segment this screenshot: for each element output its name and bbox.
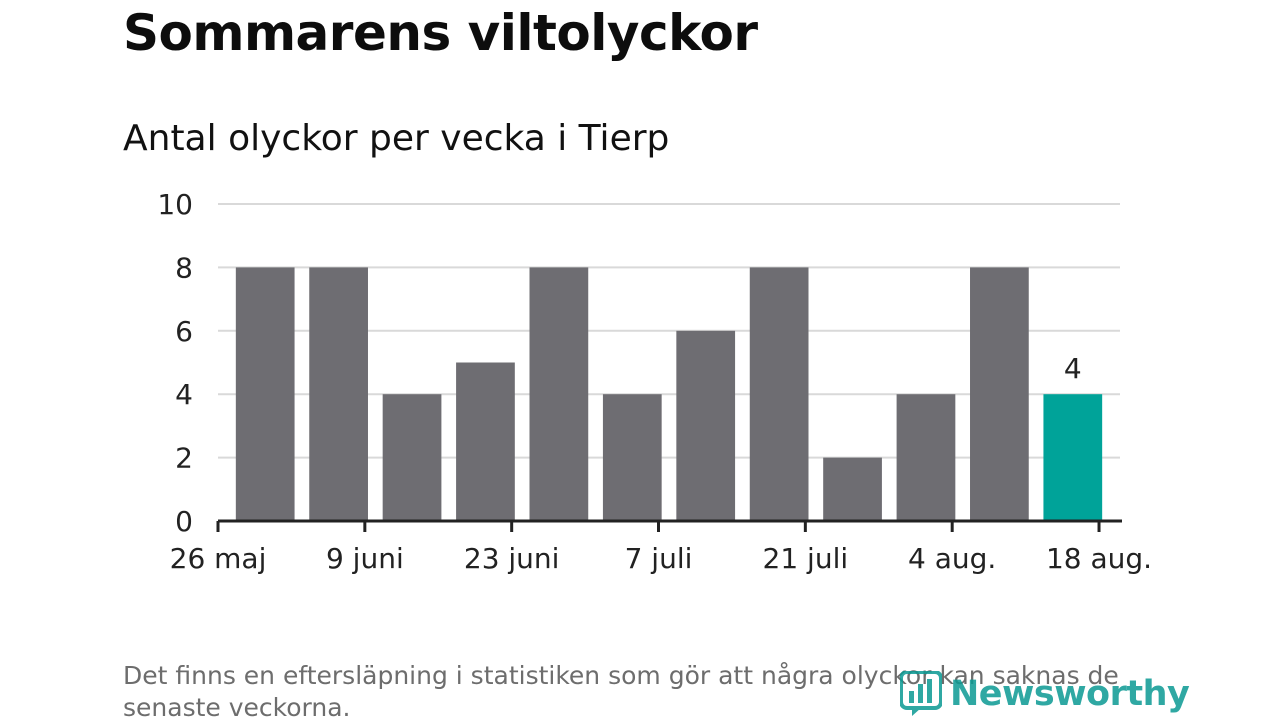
- y-tick-label: 10: [157, 188, 193, 221]
- bar: [235, 267, 295, 521]
- y-tick-label: 4: [175, 378, 193, 411]
- bar: [676, 330, 736, 521]
- bar: [896, 394, 956, 521]
- newsworthy-logo: Newsworthy: [900, 670, 1190, 718]
- bar: [602, 394, 662, 521]
- logo-text: Newsworthy: [950, 674, 1190, 714]
- bar: [456, 362, 515, 521]
- y-tick-label: 8: [175, 251, 193, 284]
- newsworthy-bar-chart-icon: [900, 671, 942, 716]
- bar: [1043, 394, 1103, 521]
- bar: [382, 394, 442, 521]
- x-tick-label: 26 maj: [170, 542, 267, 575]
- x-tick-label: 4 aug.: [908, 542, 996, 575]
- y-tick-label: 6: [175, 315, 193, 348]
- x-tick-label: 21 juli: [763, 542, 849, 575]
- x-tick-label: 18 aug.: [1046, 542, 1152, 575]
- bar: [970, 267, 1029, 521]
- chart-subtitle: Antal olyckor per vecka i Tierp: [123, 118, 670, 159]
- x-tick-label: 7 juli: [625, 542, 693, 575]
- bar: [749, 267, 809, 521]
- y-tick-label: 0: [175, 505, 193, 538]
- footnote: Det finns en eftersläpning i statistiken…: [123, 661, 1119, 722]
- chart-title: Sommarens viltolyckor: [123, 4, 758, 62]
- y-tick-label: 2: [175, 442, 193, 475]
- bar: [529, 267, 589, 521]
- x-tick-label: 9 juni: [326, 542, 404, 575]
- bar: [823, 457, 882, 521]
- data-label: 4: [1064, 352, 1082, 385]
- x-tick-label: 23 juni: [464, 542, 560, 575]
- bar: [309, 267, 368, 521]
